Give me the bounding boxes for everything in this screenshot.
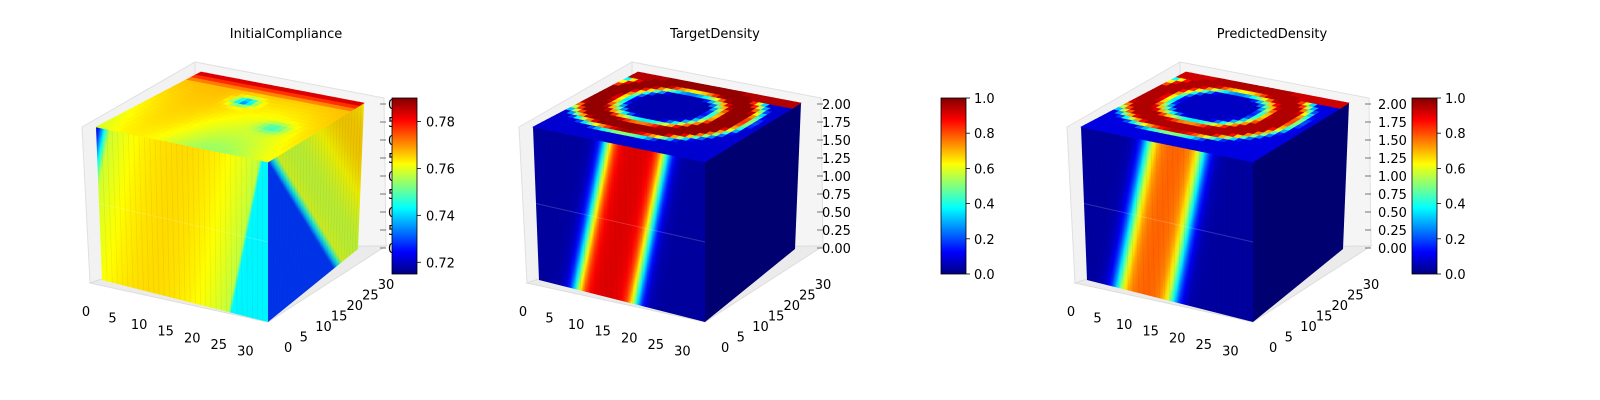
z-tick-label: 0.50: [822, 206, 851, 221]
panel-title: PredictedDensity: [1217, 27, 1328, 42]
voxel: [353, 101, 365, 107]
colorbar-tick-label: 0.6: [1445, 162, 1466, 177]
colorbar-tick-label: 0.0: [1445, 268, 1466, 283]
panel-title: InitialCompliance: [230, 27, 343, 42]
y-tick-label: 30: [815, 278, 832, 293]
z-tick-label: 1.50: [822, 134, 851, 149]
y-tick-label: 25: [1347, 289, 1364, 304]
colorbar-tick-label: 1.0: [974, 92, 995, 107]
x-tick-label: 30: [1222, 344, 1239, 359]
y-tick-label: 20: [347, 299, 364, 314]
z-tick-label: 1.00: [822, 170, 851, 185]
x-tick-label: 15: [157, 325, 174, 340]
y-tick-label: 15: [1316, 310, 1333, 325]
z-tick-label: 1.75: [1378, 116, 1407, 131]
y-tick-label: 5: [300, 331, 308, 346]
y-tick-label: 15: [331, 310, 348, 325]
x-tick-label: 15: [594, 325, 611, 340]
y-tick-label: 0: [721, 341, 729, 356]
cube-right-face: [705, 103, 801, 322]
colorbar: [391, 97, 418, 275]
x-tick-label: 20: [621, 331, 638, 346]
x-tick-label: 25: [1196, 338, 1213, 353]
cube-front-face: [533, 127, 705, 322]
colorbar-tick-label: 0.78: [426, 115, 455, 130]
y-tick-label: 15: [768, 310, 785, 325]
y-tick-label: 20: [1332, 299, 1349, 314]
y-tick-label: 30: [1363, 278, 1380, 293]
y-tick-label: 10: [315, 320, 332, 335]
x-tick-label: 20: [184, 331, 201, 346]
y-tick-label: 25: [799, 289, 816, 304]
z-tick-label: 1.00: [1378, 170, 1407, 185]
colorbar-tick-label: 0.74: [426, 209, 455, 224]
y-tick-label: 25: [362, 289, 379, 304]
z-tick-label: 1.50: [1378, 134, 1407, 149]
cube-right-face: [268, 103, 364, 322]
x-tick-label: 20: [1169, 331, 1186, 346]
cube-front-face: [96, 127, 268, 322]
colorbar-tick-label: 0.6: [974, 162, 995, 177]
x-tick-label: 0: [519, 305, 527, 320]
z-tick-label: 2.00: [1378, 98, 1407, 113]
y-tick-label: 10: [752, 320, 769, 335]
x-tick-label: 25: [648, 338, 665, 353]
z-tick-label: 0.00: [822, 242, 851, 257]
x-tick-label: 30: [237, 344, 254, 359]
cube-right-face: [1253, 103, 1349, 322]
voxel: [790, 101, 802, 107]
z-tick-label: 0.25: [822, 224, 851, 239]
y-tick-label: 30: [378, 278, 395, 293]
x-tick-label: 30: [674, 344, 691, 359]
x-tick-label: 10: [131, 318, 148, 333]
colorbar-tick-label: 0.0: [974, 268, 995, 283]
cube-front-face: [1081, 127, 1253, 322]
x-tick-label: 5: [108, 312, 116, 327]
colorbar: [1411, 97, 1438, 275]
y-tick-label: 20: [784, 299, 801, 314]
colorbar-tick-label: 0.8: [1445, 127, 1466, 142]
colorbar: [940, 97, 967, 275]
x-tick-label: 5: [1093, 312, 1101, 327]
x-tick-label: 25: [211, 338, 228, 353]
z-tick-label: 0.25: [1378, 224, 1407, 239]
colorbar-tick-label: 0.2: [974, 233, 995, 248]
colorbar-tick-label: 0.72: [426, 256, 455, 271]
voxel: [1338, 101, 1350, 107]
z-tick-label: 1.75: [822, 116, 851, 131]
z-tick-label: 1.25: [1378, 152, 1407, 167]
y-tick-label: 5: [737, 331, 745, 346]
panel-title: TargetDensity: [669, 27, 760, 42]
colorbar-tick-label: 0.4: [1445, 198, 1466, 213]
z-tick-label: 0.75: [1378, 188, 1407, 203]
x-tick-label: 0: [82, 305, 90, 320]
colorbar-tick-label: 0.4: [974, 198, 995, 213]
z-tick-label: 0.75: [822, 188, 851, 203]
colorbar-tick-label: 0.2: [1445, 233, 1466, 248]
y-tick-label: 0: [284, 341, 292, 356]
colorbar-tick-label: 1.0: [1445, 92, 1466, 107]
colorbar-tick-label: 0.76: [426, 162, 455, 177]
z-tick-label: 0.00: [1378, 242, 1407, 257]
z-tick-label: 2.00: [822, 98, 851, 113]
y-tick-label: 5: [1285, 331, 1293, 346]
x-tick-label: 15: [1142, 325, 1159, 340]
x-tick-label: 0: [1067, 305, 1075, 320]
x-tick-label: 10: [568, 318, 585, 333]
x-tick-label: 10: [1116, 318, 1133, 333]
y-tick-label: 10: [1300, 320, 1317, 335]
y-tick-label: 0: [1269, 341, 1277, 356]
colorbar-tick-label: 0.8: [974, 127, 995, 142]
z-tick-label: 1.25: [822, 152, 851, 167]
z-tick-label: 0.50: [1378, 206, 1407, 221]
x-tick-label: 5: [545, 312, 553, 327]
